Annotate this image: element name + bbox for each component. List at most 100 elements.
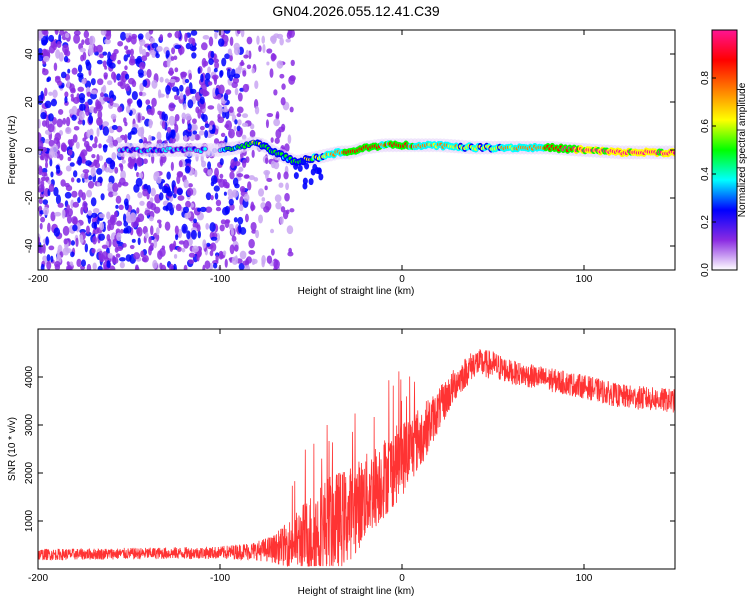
noise-speckle (90, 197, 97, 207)
noise-speckle (216, 103, 221, 112)
noise-speckle (42, 67, 46, 73)
noise-speckle (232, 177, 239, 187)
noise-speckle (254, 106, 260, 115)
noise-speckle (84, 243, 89, 253)
noise-speckle (82, 119, 86, 126)
noise-speckle (211, 74, 219, 80)
noise-speckle (207, 66, 211, 74)
noise-speckle (114, 166, 119, 174)
noise-speckle (273, 118, 281, 127)
noise-speckle (287, 30, 293, 37)
noise-speckle (75, 237, 79, 247)
noise-speckle (230, 228, 235, 236)
noise-speckle (120, 170, 126, 180)
noise-speckle (54, 75, 61, 80)
noise-speckle (81, 192, 86, 201)
noise-speckle (200, 113, 205, 120)
noise-speckle (50, 98, 58, 107)
colorbar-tick-label: 0.0 (700, 263, 711, 277)
noise-speckle (47, 222, 51, 233)
noise-speckle (219, 173, 224, 179)
noise-speckle (148, 134, 152, 142)
noise-speckle (199, 88, 206, 95)
spectrogram-x-tick-label: -200 (28, 274, 48, 285)
noise-speckle (236, 113, 242, 118)
noise-speckle (174, 113, 180, 122)
noise-speckle (56, 40, 62, 49)
noise-speckle (142, 79, 148, 87)
noise-speckle (274, 194, 282, 203)
noise-speckle (58, 52, 64, 62)
noise-speckle (106, 211, 111, 220)
noise-speckle (243, 193, 250, 202)
noise-speckle (131, 90, 138, 101)
snr-y-tick-label: 3000 (24, 413, 35, 436)
noise-speckle (194, 133, 200, 141)
noise-speckle (229, 171, 235, 180)
noise-speckle (161, 120, 166, 130)
noise-speckle (251, 229, 257, 234)
noise-speckle (202, 264, 206, 270)
noise-speckle (48, 139, 55, 147)
noise-speckle (139, 39, 146, 46)
noise-speckle (225, 89, 232, 95)
noise-speckle (120, 31, 127, 41)
noise-speckle (244, 264, 251, 270)
noise-speckle (234, 244, 239, 252)
noise-speckle (44, 100, 52, 109)
noise-speckle (80, 149, 88, 157)
noise-speckle (276, 33, 284, 40)
noise-speckle (216, 93, 222, 100)
noise-speckle (237, 216, 244, 225)
trace-tail (316, 167, 322, 175)
noise-speckle (206, 242, 211, 247)
noise-speckle (281, 83, 286, 90)
spectrogram-x-tick-label: -100 (210, 274, 230, 285)
noise-speckle (189, 45, 197, 52)
noise-speckle (66, 214, 72, 224)
noise-speckle (188, 183, 193, 188)
noise-speckle (177, 195, 185, 201)
noise-speckle (97, 265, 103, 270)
noise-speckle (90, 166, 96, 177)
noise-speckle (234, 160, 241, 167)
noise-speckle (181, 223, 188, 234)
noise-speckle (263, 169, 271, 176)
noise-speckle (229, 55, 233, 62)
noise-speckle (92, 262, 97, 270)
noise-speckle (98, 213, 105, 219)
noise-speckle (72, 201, 79, 208)
noise-speckle (204, 123, 210, 129)
snr-plot-area (38, 349, 675, 567)
noise-speckle (269, 35, 277, 43)
noise-speckle (113, 73, 117, 83)
noise-speckle (182, 206, 190, 214)
noise-speckle (248, 249, 256, 255)
noise-speckle (174, 30, 181, 39)
noise-speckle (210, 50, 215, 59)
noise-speckle (81, 39, 85, 45)
noise-speckle (102, 60, 107, 68)
noise-speckle (153, 171, 160, 177)
noise-speckle (193, 218, 198, 224)
noise-speckle (41, 48, 48, 58)
noise-speckle (133, 252, 141, 260)
noise-speckle (38, 198, 43, 205)
noise-speckle (48, 91, 53, 96)
noise-speckle (102, 251, 108, 260)
noise-speckle (67, 68, 71, 74)
noise-speckle (174, 44, 182, 50)
noise-speckle (64, 191, 72, 199)
noise-speckle (70, 88, 76, 94)
snr-x-tick-label: -100 (210, 573, 230, 584)
noise-speckle (141, 48, 147, 57)
noise-speckle (210, 194, 214, 201)
noise-speckle (237, 119, 242, 126)
noise-speckle (241, 122, 249, 127)
noise-speckle (182, 103, 187, 110)
noise-speckle (71, 105, 78, 115)
noise-speckle (99, 222, 105, 231)
noise-speckle (125, 32, 129, 39)
